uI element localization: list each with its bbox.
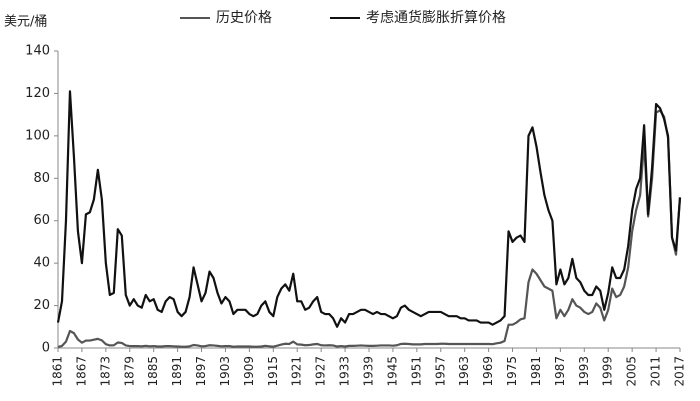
y-tick-label: 120 — [25, 86, 50, 101]
x-tick-label: 1909 — [242, 356, 256, 387]
x-tick-label: 2011 — [649, 356, 663, 387]
x-tick-label: 1879 — [122, 356, 136, 387]
x-tick-label: 1945 — [385, 356, 399, 387]
x-tick-label: 1897 — [194, 356, 208, 387]
x-tick-label: 1975 — [505, 356, 519, 387]
x-tick-label: 1963 — [457, 356, 471, 387]
series-line — [57, 109, 682, 349]
x-tick-label: 1981 — [529, 356, 543, 387]
x-tick-label: 1927 — [314, 356, 328, 387]
series-line — [56, 90, 682, 328]
x-tick-label: 1867 — [74, 356, 88, 387]
x-tick-label: 2017 — [673, 356, 687, 387]
y-tick-label: 60 — [33, 213, 50, 228]
x-tick-label: 1987 — [553, 356, 567, 387]
x-tick-label: 1933 — [338, 356, 352, 387]
legend-label: 考虑通货膨胀折算价格 — [366, 9, 506, 26]
x-tick-label: 1993 — [577, 356, 591, 387]
y-tick-label: 140 — [25, 44, 50, 59]
x-tick-label: 1969 — [481, 356, 495, 387]
x-tick-label: 1951 — [409, 356, 423, 387]
y-tick-label: 0 — [42, 341, 50, 356]
x-tick-label: 1891 — [170, 356, 184, 387]
x-tick-label: 1999 — [601, 356, 615, 387]
y-tick-label: 40 — [33, 256, 50, 271]
x-tick-label: 1921 — [290, 356, 304, 387]
x-tick-label: 1861 — [51, 356, 65, 387]
x-tick-label: 1957 — [433, 356, 447, 387]
legend-label: 历史价格 — [216, 10, 272, 26]
y-axis-label: 美元/桶 — [4, 15, 47, 30]
x-tick-label: 2005 — [625, 356, 639, 387]
y-tick-label: 20 — [33, 298, 50, 313]
x-tick-label: 1873 — [98, 356, 112, 387]
x-tick-label: 1915 — [266, 356, 280, 387]
x-tick-label: 1885 — [146, 356, 160, 387]
x-tick-label: 1939 — [362, 356, 376, 387]
x-tick-label: 1903 — [218, 356, 232, 387]
y-tick-label: 100 — [25, 128, 50, 143]
y-tick-label: 80 — [33, 171, 50, 186]
